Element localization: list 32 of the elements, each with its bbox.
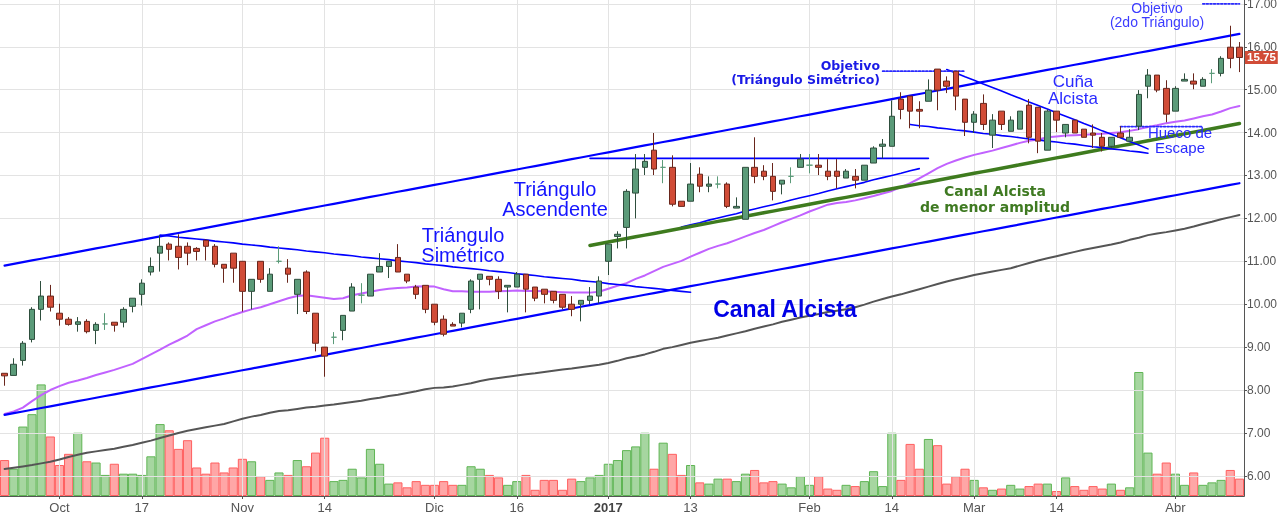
x-tick-label: 14 xyxy=(1049,500,1064,515)
annotation: Cuña Alcista xyxy=(1047,72,1099,108)
x-tick-label: 16 xyxy=(509,500,525,515)
x-tick-label: 14 xyxy=(884,500,900,515)
annotation: Canal Alcista de menor amplitud xyxy=(919,183,1071,215)
y-tick-label: 14.00 xyxy=(1247,125,1278,140)
y-tick-label: 9.00 xyxy=(1247,340,1271,355)
y-tick-label: 8.00 xyxy=(1247,383,1271,398)
x-tick-label: Dic xyxy=(425,500,445,515)
y-tick-label: 6.00 xyxy=(1247,468,1271,483)
x-tick-label: Feb xyxy=(798,500,821,515)
annotation: Objetivo (Triángulo Simétrico) xyxy=(731,57,881,87)
y-tick-label: 11.00 xyxy=(1247,254,1277,269)
x-tick-label: Abr xyxy=(1165,500,1187,515)
y-tick-label: 12.00 xyxy=(1247,211,1278,226)
annotation: Triángulo Simétrico xyxy=(421,224,505,266)
y-tick-label: 16.00 xyxy=(1247,39,1278,54)
annotation: Triángulo Ascendente xyxy=(502,178,608,220)
annotation: 15.75 xyxy=(1247,51,1277,64)
y-tick-label: 10.00 xyxy=(1247,297,1278,312)
y-tick-label: 7.00 xyxy=(1247,425,1271,440)
x-tick-label: 17 xyxy=(134,500,150,515)
x-tick-label: Nov xyxy=(230,500,255,515)
annotation: Objetivo (2do Triángulo) xyxy=(1109,0,1205,30)
x-tick-label: Oct xyxy=(49,500,70,515)
x-tick-label: 14 xyxy=(317,500,332,515)
y-tick-label: 13.00 xyxy=(1247,168,1278,183)
x-tick-label: Mar xyxy=(962,500,987,515)
x-tick-label: 2017 xyxy=(593,500,623,515)
y-tick-label: 17.00 xyxy=(1247,0,1278,11)
x-tick-label: 13 xyxy=(683,500,698,515)
y-tick-label: 15.00 xyxy=(1247,82,1278,97)
